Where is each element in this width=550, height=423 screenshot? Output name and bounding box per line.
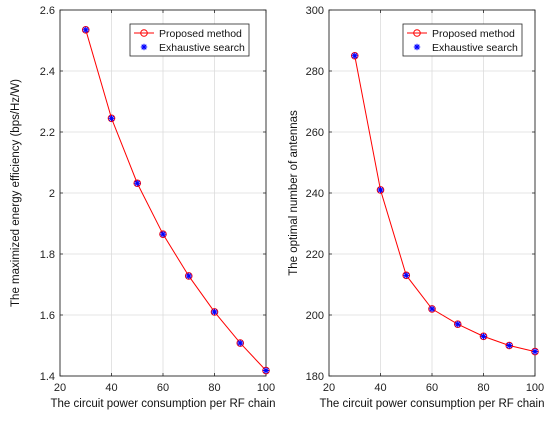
data-point: [211, 308, 218, 316]
x-tick-label: 80: [477, 382, 489, 394]
x-axis-label: The circuit power consumption per RF cha…: [320, 398, 545, 410]
data-point: [107, 114, 116, 123]
data-point: [506, 342, 513, 349]
data-point: [184, 272, 193, 280]
series-proposed-method: [350, 51, 539, 356]
legend-entry-label: Proposed method: [432, 28, 515, 40]
data-point: [133, 179, 142, 188]
data-point: [108, 115, 115, 122]
y-tick-label: 2.6: [40, 5, 55, 17]
y-tick-label: 2.4: [40, 66, 55, 78]
data-point: [531, 347, 539, 356]
data-point: [479, 332, 488, 341]
x-tick-label: 40: [374, 382, 386, 394]
data-point: [134, 180, 141, 187]
y-tick-label: 1.8: [40, 249, 55, 261]
y-tick-label: 260: [306, 127, 324, 139]
data-point: [210, 308, 219, 316]
data-point: [480, 333, 487, 340]
data-point: [377, 186, 384, 194]
data-point: [531, 348, 539, 355]
legend-box: [402, 23, 523, 57]
data-point: [159, 230, 167, 238]
data-point: [403, 272, 410, 279]
data-point: [350, 51, 359, 60]
data-point: [81, 26, 90, 34]
data-point: [237, 339, 244, 347]
data-point: [428, 305, 436, 313]
series-line: [354, 55, 536, 353]
legend-marker: [413, 29, 421, 37]
data-point: [402, 271, 411, 280]
x-tick-label: 100: [526, 382, 544, 394]
y-tick-label: 2.2: [40, 127, 55, 139]
data-point: [376, 186, 385, 194]
legend: Proposed method Exhaustive search: [402, 23, 523, 57]
x-tick-label: 40: [105, 382, 117, 394]
series-line: [85, 29, 267, 371]
data-point: [82, 26, 89, 34]
series-proposed-method: [81, 26, 270, 375]
data-point: [236, 339, 245, 347]
x-tick-label: 20: [54, 382, 66, 394]
y-axis-label: The maximized energy efficiency (bps/Hz/…: [10, 79, 22, 307]
y-tick-label: 220: [306, 249, 324, 261]
legend-marker: [140, 43, 148, 51]
data-point: [428, 305, 436, 313]
series-exhaustive-search: [82, 26, 270, 374]
data-point: [185, 272, 192, 280]
data-point: [505, 341, 514, 350]
x-tick-label: 80: [208, 382, 220, 394]
y-tick-label: 1.6: [40, 310, 55, 322]
data-point: [159, 230, 167, 238]
legend-entry-label: Exhaustive search: [159, 42, 245, 54]
data-point: [351, 52, 358, 59]
y-tick-label: 2: [49, 188, 55, 200]
y-tick-label: 240: [306, 188, 324, 200]
legend-box: [129, 23, 250, 57]
data-point: [262, 366, 270, 375]
x-tick-label: 60: [157, 382, 169, 394]
y-tick-label: 300: [306, 5, 324, 17]
legend: Proposed method Exhaustive search: [129, 23, 250, 57]
legend-marker: [413, 43, 421, 51]
x-axis-label: The circuit power consumption per RF cha…: [51, 398, 276, 410]
y-tick-label: 280: [306, 66, 324, 78]
series-exhaustive-search: [351, 52, 539, 355]
y-tick-label: 1.4: [40, 371, 55, 383]
chart-left: 20 40 60 80 100 1.4 1.6 1.8 2 2.2 2.4 2.6 The circui…: [10, 5, 276, 410]
legend-marker: [140, 29, 148, 37]
data-point: [262, 367, 270, 374]
data-point: [454, 320, 461, 328]
y-tick-label: 180: [306, 371, 324, 383]
x-tick-label: 60: [426, 382, 438, 394]
legend-entry-label: Proposed method: [159, 28, 242, 40]
y-axis-label: The optimal number of antennas: [288, 110, 300, 276]
data-point: [453, 320, 462, 328]
x-tick-label: 20: [323, 382, 335, 394]
legend-entry-label: Exhaustive search: [432, 42, 518, 54]
y-tick-label: 200: [306, 310, 324, 322]
chart-right: 20 40 60 80 100 180 200 220 240 260 280 300 The circ…: [288, 5, 545, 410]
x-tick-label: 100: [257, 382, 275, 394]
